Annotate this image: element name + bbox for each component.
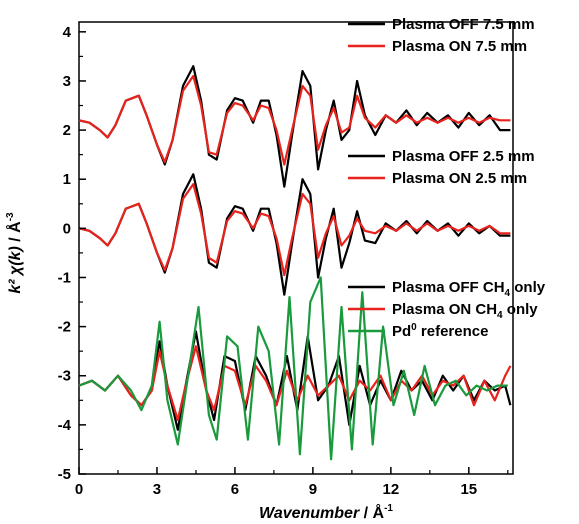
plot-frame xyxy=(78,21,514,475)
series-line xyxy=(78,65,511,188)
legend-layer: Plasma OFF 7.5 mm Plasma ON 7.5 mm Plasma … xyxy=(348,16,546,340)
x-axis-label: Wavenumber / Å-1 xyxy=(259,503,393,522)
y-tick-label: 3 xyxy=(63,73,71,90)
series-line xyxy=(78,276,508,461)
x-tick-label: 3 xyxy=(153,481,161,498)
series-line xyxy=(78,183,511,277)
x-tick-label: 15 xyxy=(460,481,477,498)
y-tick-label: -4 xyxy=(58,417,72,434)
y-axis-label: k² χ(k) / Å-3 xyxy=(5,212,24,294)
y-tick-label: -1 xyxy=(58,269,71,286)
y-tick-label: 2 xyxy=(63,122,71,139)
series-line xyxy=(78,74,511,166)
legend-label: Plasma OFF 7.5 mm xyxy=(392,16,535,33)
y-tick-label: 1 xyxy=(63,171,71,188)
legend-label: Plasma ON 2.5 mm xyxy=(392,170,527,187)
legend-label: Plasma ON CH4 only xyxy=(392,301,538,321)
x-tick-label: 9 xyxy=(309,481,317,498)
legend-label: Pd0 reference xyxy=(392,322,488,340)
series-layer xyxy=(78,65,512,461)
y-tick-label: -3 xyxy=(58,368,71,385)
plot-area xyxy=(78,21,514,475)
y-tick-label: 0 xyxy=(63,220,71,237)
x-tick-label: 0 xyxy=(75,481,83,498)
x-tick-label: 6 xyxy=(231,481,239,498)
y-tick-label: 4 xyxy=(63,24,72,41)
x-tick-label: 12 xyxy=(383,481,400,498)
legend-label: Plasma OFF CH4 only xyxy=(392,279,546,299)
legend-label: Plasma ON 7.5 mm xyxy=(392,38,527,55)
y-tick-label: -2 xyxy=(58,319,71,336)
legend-label: Plasma OFF 2.5 mm xyxy=(392,148,535,165)
series-line xyxy=(78,173,511,296)
y-tick-label: -5 xyxy=(58,466,71,483)
